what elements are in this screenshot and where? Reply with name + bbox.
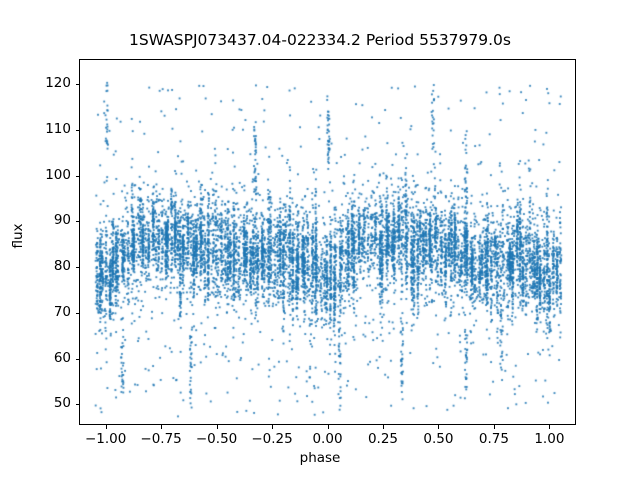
x-tick-mark bbox=[161, 425, 163, 429]
y-tick-label: 110 bbox=[45, 120, 71, 137]
x-tick-mark bbox=[493, 425, 495, 429]
x-tick-label: −0.75 bbox=[140, 431, 182, 447]
y-tick-mark bbox=[75, 312, 79, 314]
x-tick-mark bbox=[549, 425, 551, 429]
x-tick-mark bbox=[327, 425, 329, 429]
x-tick-mark bbox=[272, 425, 274, 429]
y-tick-mark bbox=[75, 129, 79, 131]
plot-axes bbox=[79, 59, 576, 425]
x-axis-label: phase bbox=[299, 450, 341, 466]
x-tick-label: 0.00 bbox=[312, 431, 343, 447]
y-tick-label: 120 bbox=[45, 75, 71, 92]
y-tick-label: 70 bbox=[53, 303, 71, 320]
x-tick-label: 0.75 bbox=[478, 431, 509, 447]
x-tick-mark bbox=[438, 425, 440, 429]
x-tick-label: 0.50 bbox=[423, 431, 454, 447]
x-tick-mark bbox=[216, 425, 218, 429]
y-tick-mark bbox=[75, 221, 79, 223]
y-tick-label: 50 bbox=[53, 395, 71, 412]
x-tick-label: −0.25 bbox=[251, 431, 293, 447]
y-axis-label: flux bbox=[10, 223, 26, 249]
scatter-plot-canvas bbox=[80, 60, 575, 424]
y-tick-mark bbox=[75, 84, 79, 86]
y-tick-label: 80 bbox=[53, 258, 71, 275]
y-tick-mark bbox=[75, 404, 79, 406]
x-tick-label: 1.00 bbox=[534, 431, 565, 447]
x-tick-mark bbox=[382, 425, 384, 429]
y-tick-mark bbox=[75, 267, 79, 269]
y-tick-label: 90 bbox=[53, 212, 71, 229]
y-tick-label: 100 bbox=[45, 166, 71, 183]
x-tick-mark bbox=[105, 425, 107, 429]
y-tick-label: 60 bbox=[53, 349, 71, 366]
x-tick-label: −0.50 bbox=[195, 431, 238, 447]
x-tick-label: −1.00 bbox=[84, 431, 127, 447]
page-title: 1SWASPJ073437.04-022334.2 Period 5537979… bbox=[129, 31, 511, 49]
x-tick-label: 0.25 bbox=[367, 431, 398, 447]
y-tick-mark bbox=[75, 358, 79, 360]
y-tick-mark bbox=[75, 175, 79, 177]
